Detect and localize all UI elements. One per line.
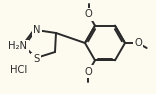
Text: O: O [85,67,92,77]
Text: O: O [85,9,92,19]
Text: HCl: HCl [10,65,27,75]
Text: N: N [33,25,41,35]
Text: O: O [134,38,142,48]
Text: H₂N: H₂N [8,41,27,51]
Text: S: S [33,54,39,64]
